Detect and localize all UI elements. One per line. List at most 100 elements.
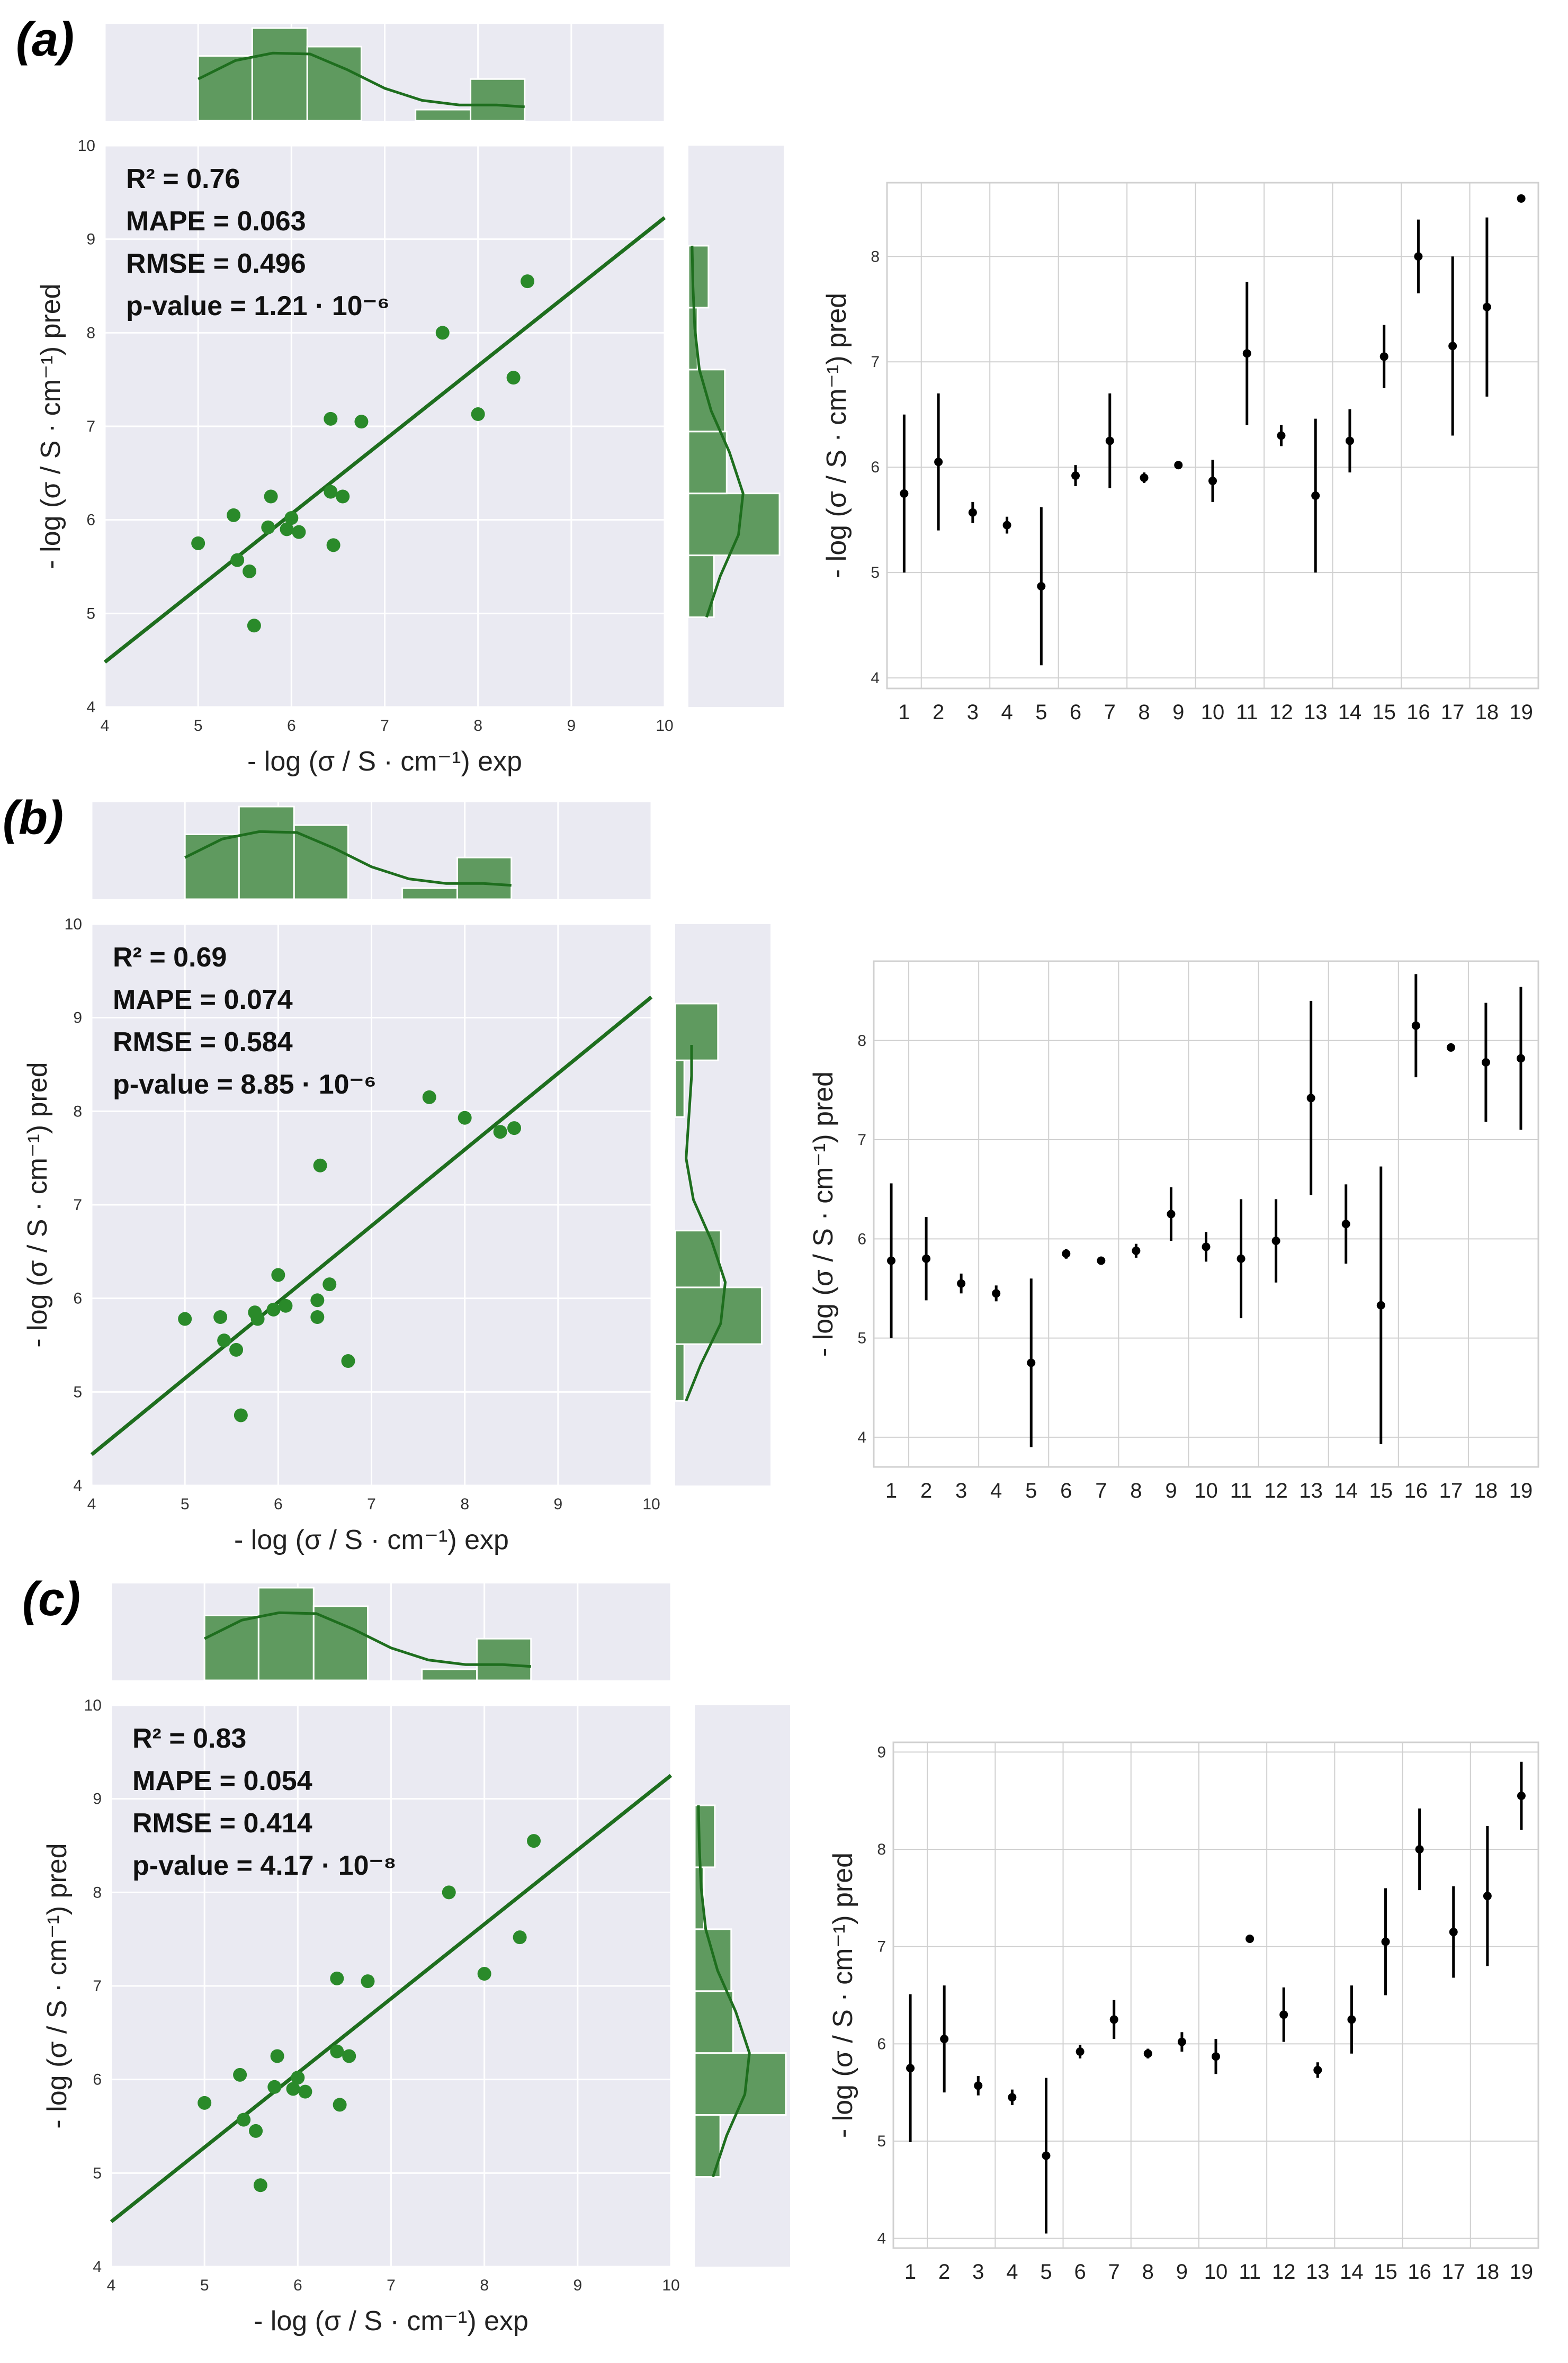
errorbar-x-tick-label: 19: [1509, 1479, 1533, 1502]
mean-point: [1279, 2010, 1288, 2019]
mean-point: [1246, 1934, 1255, 1943]
mean-point: [957, 1279, 966, 1288]
mean-point: [1071, 471, 1080, 480]
scatter-plot: 44 5 5 6 6 7 7 8 8 9 9 10 10 R² = 0.69 MAPE = 0.074 RMS…: [22, 916, 660, 1555]
errorbar-x-tick-label: 14: [1338, 701, 1362, 724]
stat-rmse: RMSE = 0.496: [126, 248, 306, 279]
errorbar-x-tick-label: 3: [972, 2260, 984, 2284]
errorbar-x-tick-label: 10: [1204, 2260, 1228, 2284]
scatter-point: [322, 1277, 337, 1292]
errorbar-x-tick-label: 11: [1236, 701, 1258, 724]
y-tick-label: 4: [73, 1477, 82, 1494]
errorbar-x-tick-label: 19: [1510, 2260, 1534, 2284]
side-histogram-bar: [674, 1343, 685, 1402]
top-histogram-bar: [456, 856, 513, 900]
x-tick-label: 4: [107, 2277, 116, 2294]
mean-point: [1448, 342, 1457, 351]
x-tick-label: 10: [656, 717, 673, 735]
mean-point: [922, 1254, 931, 1263]
errorbar-x-tick-label: 12: [1272, 2260, 1296, 2284]
x-tick-label: 7: [367, 1496, 376, 1513]
errorbar-x-tick-label: 7: [1104, 701, 1116, 724]
errorbar-x-tick-label: 1: [885, 1479, 897, 1502]
mean-point: [887, 1256, 896, 1265]
stat-r2: R² = 0.69: [113, 942, 227, 973]
y-tick-label: 5: [93, 2164, 102, 2182]
scatter-point: [233, 2067, 247, 2082]
mean-point: [1277, 431, 1286, 440]
mean-point: [1482, 302, 1491, 311]
side-histogram-bar: [674, 1286, 763, 1345]
scatter-point: [422, 1090, 436, 1104]
top-marginal: [104, 24, 666, 122]
mean-point: [1446, 1043, 1455, 1052]
errorbar-x-tick-label: 9: [1176, 2260, 1188, 2284]
mean-point: [1174, 461, 1183, 470]
mean-point: [1411, 1021, 1420, 1030]
errorbar-x-tick-label: 12: [1264, 1479, 1288, 1502]
errorbar-x-tick-label: 10: [1194, 1479, 1218, 1502]
mean-point: [1517, 194, 1526, 203]
errorbar-x-tick-label: 17: [1441, 701, 1465, 724]
side-marginal: [694, 1705, 790, 2267]
top-histogram-bar: [293, 824, 349, 900]
scatter-point: [198, 2096, 212, 2110]
errorbar-y-tick-label: 7: [857, 1131, 866, 1149]
errorbar-y-tick-label: 5: [877, 2133, 886, 2150]
scatter-point: [506, 371, 521, 385]
scatter-point: [513, 1930, 527, 1945]
y-tick-label: 4: [86, 699, 95, 716]
mean-point: [934, 458, 943, 467]
top-histogram-bar: [476, 1637, 532, 1681]
errorbar-y-tick-label: 8: [857, 1032, 866, 1050]
x-tick-label: 6: [274, 1496, 283, 1513]
errorbar-y-tick-label: 8: [871, 248, 880, 265]
scatter-point: [213, 1310, 228, 1324]
panel-label: (b): [3, 792, 64, 845]
side-histogram-bar: [694, 1928, 732, 1992]
scatter-point: [253, 2178, 267, 2192]
top-histogram-bar: [470, 78, 526, 122]
errorbar-x-tick-label: 10: [1201, 701, 1225, 724]
scatter-point: [330, 1971, 344, 1985]
mean-point: [1177, 2037, 1186, 2046]
side-marginal: [674, 924, 770, 1485]
regression-line: [103, 216, 666, 664]
mean-point: [992, 1289, 1001, 1298]
mean-point: [1345, 436, 1354, 445]
errorbar-x-tick-label: 8: [1142, 2260, 1154, 2284]
x-tick-label: 8: [480, 2277, 489, 2294]
errorbar-x-tick-label: 6: [1070, 701, 1081, 724]
y-tick-label: 7: [86, 418, 95, 435]
scatter-point: [279, 1299, 293, 1313]
scatter-point: [229, 1342, 244, 1357]
scatter-point: [493, 1125, 507, 1139]
scatter-point: [291, 2071, 305, 2085]
stat-rmse: RMSE = 0.584: [113, 1027, 293, 1058]
errorbar-y-tick-label: 7: [871, 353, 880, 371]
scatter-point: [227, 508, 241, 522]
errorbar-y-axis-label: - log (σ / S · cm⁻¹) pred: [828, 1852, 858, 2138]
errorbar-y-tick-label: 6: [857, 1230, 866, 1248]
stat-r2: R² = 0.83: [132, 1723, 246, 1754]
x-axis-label: - log (σ / S · cm⁻¹) exp: [234, 1525, 509, 1555]
stat-rmse: RMSE = 0.414: [132, 1808, 312, 1839]
mean-point: [1105, 436, 1114, 445]
scatter-point: [458, 1111, 472, 1125]
errorbar-frame: [873, 960, 1539, 1468]
scatter-point: [342, 2049, 356, 2063]
scatter-point: [243, 564, 257, 578]
top-histogram-bar: [421, 1668, 478, 1681]
errorbar-x-tick-label: 3: [967, 701, 979, 724]
errorbar-y-tick-label: 4: [871, 669, 880, 687]
scatter-plot: 44 5 5 6 6 7 7 8 8 9 9 10 10 R² = 0.76 MAPE = 0.063 RMS…: [35, 137, 674, 777]
errorbar-x-tick-label: 3: [955, 1479, 967, 1502]
y-tick-label: 8: [93, 1884, 102, 1901]
mean-point: [1271, 1237, 1280, 1246]
scatter-point: [310, 1293, 325, 1308]
side-kde-curve: [685, 1044, 727, 1402]
